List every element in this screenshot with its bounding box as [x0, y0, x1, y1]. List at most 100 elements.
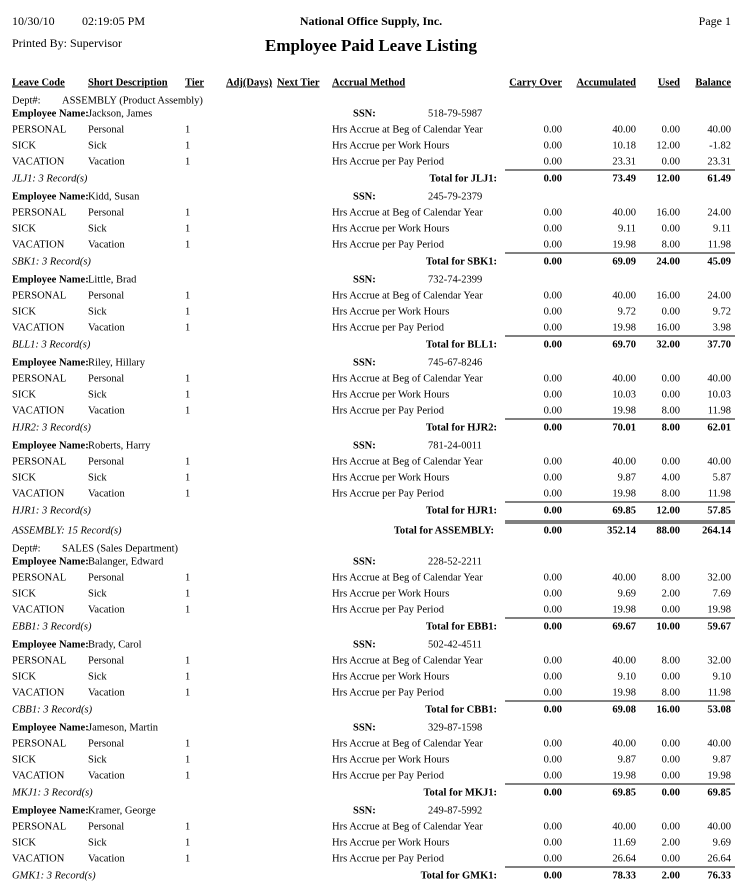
leave-cell: PERSONAL [12, 124, 66, 135]
ssn-label: SSN: [353, 357, 376, 368]
leave-cell: 0.00 [544, 853, 562, 864]
column-header: Accumulated [577, 77, 637, 88]
column-header: Used [658, 77, 680, 88]
ssn: 745-67-8246 [428, 357, 482, 368]
leave-cell: Sick [88, 306, 107, 317]
leave-cell: 0.00 [662, 456, 680, 467]
leave-cell: 9.87 [618, 754, 636, 765]
leave-cell: Vacation [88, 770, 125, 781]
printed-by: Printed By: Supervisor [12, 36, 122, 50]
leave-cell: 40.00 [707, 821, 731, 832]
leave-cell: 0.00 [662, 604, 680, 615]
records: JLJ1: 3 Record(s) [12, 173, 88, 184]
leave-cell: Sick [88, 223, 107, 234]
leave-cell: 0.00 [544, 156, 562, 167]
total-label: Total for GMK1: [421, 870, 497, 881]
leave-cell: 1 [185, 821, 190, 832]
leave-cell: Hrs Accrue at Beg of Calendar Year [332, 655, 483, 666]
employee-name: Kidd, Susan [88, 191, 140, 202]
employee-label: Employee Name: [12, 556, 89, 567]
leave-cell: Hrs Accrue per Work Hours [332, 223, 449, 234]
ssn-label: SSN: [353, 440, 376, 451]
leave-cell: PERSONAL [12, 373, 66, 384]
column-header: Next Tier [277, 77, 320, 88]
leave-cell: 40.00 [612, 456, 636, 467]
leave-cell: 10.18 [612, 140, 636, 151]
leave-cell: 1 [185, 572, 190, 583]
leave-cell: 1 [185, 239, 190, 250]
employee-label: Employee Name: [12, 274, 89, 285]
leave-cell: 0.00 [662, 156, 680, 167]
leave-cell: SICK [12, 588, 36, 599]
leave-cell: 40.00 [707, 124, 731, 135]
leave-cell: 1 [185, 290, 190, 301]
leave-cell: 8.00 [662, 405, 680, 416]
ssn: 249-87-5992 [428, 805, 482, 816]
leave-cell: Sick [88, 837, 107, 848]
leave-cell: PERSONAL [12, 572, 66, 583]
leave-cell: Hrs Accrue per Pay Period [332, 239, 445, 250]
total-value: 16.00 [656, 704, 680, 715]
leave-cell: Sick [88, 671, 107, 682]
leave-cell: 0.00 [544, 572, 562, 583]
total-value: 0.00 [544, 256, 562, 267]
employee-name: Jameson, Martin [88, 722, 159, 733]
leave-cell: Vacation [88, 853, 125, 864]
leave-cell: 8.00 [662, 488, 680, 499]
leave-cell: Hrs Accrue at Beg of Calendar Year [332, 821, 483, 832]
leave-cell: 40.00 [707, 738, 731, 749]
leave-cell: 0.00 [544, 604, 562, 615]
leave-cell: VACATION [12, 687, 65, 698]
total-label: Total for HJR1: [426, 505, 497, 516]
leave-cell: SICK [12, 754, 36, 765]
leave-cell: 1 [185, 687, 190, 698]
leave-cell: 16.00 [656, 207, 680, 218]
leave-cell: 16.00 [656, 322, 680, 333]
leave-cell: 1 [185, 306, 190, 317]
ssn: 732-74-2399 [428, 274, 482, 285]
dept-total-value: 352.14 [607, 525, 637, 536]
leave-cell: Sick [88, 754, 107, 765]
leave-cell: 1 [185, 223, 190, 234]
employee-label: Employee Name: [12, 722, 89, 733]
ssn: 329-87-1598 [428, 722, 482, 733]
total-value: 78.33 [612, 870, 636, 881]
leave-cell: Hrs Accrue per Pay Period [332, 604, 445, 615]
leave-cell: Vacation [88, 239, 125, 250]
time: 02:19:05 PM [82, 14, 145, 28]
total-label: Total for SBK1: [426, 256, 497, 267]
ssn: 781-24-0011 [428, 440, 482, 451]
ssn: 245-79-2379 [428, 191, 482, 202]
leave-cell: 8.00 [662, 572, 680, 583]
leave-cell: Hrs Accrue per Work Hours [332, 389, 449, 400]
leave-cell: 0.00 [662, 373, 680, 384]
leave-cell: 24.00 [707, 207, 731, 218]
total-label: Total for MKJ1: [424, 787, 498, 798]
total-value: 12.00 [656, 505, 680, 516]
leave-cell: 0.00 [662, 754, 680, 765]
total-value: 0.00 [544, 505, 562, 516]
leave-cell: Personal [88, 738, 124, 749]
leave-cell: Sick [88, 140, 107, 151]
leave-cell: VACATION [12, 156, 65, 167]
ssn-label: SSN: [353, 274, 376, 285]
leave-cell: Hrs Accrue at Beg of Calendar Year [332, 572, 483, 583]
leave-cell: 23.31 [707, 156, 731, 167]
total-value: 45.09 [707, 256, 731, 267]
leave-cell: 7.69 [713, 588, 731, 599]
leave-cell: 8.00 [662, 239, 680, 250]
leave-cell: 40.00 [612, 290, 636, 301]
records: CBB1: 3 Record(s) [12, 704, 93, 715]
leave-cell: Sick [88, 588, 107, 599]
total-label: Total for JLJ1: [429, 173, 497, 184]
leave-cell: SICK [12, 389, 36, 400]
leave-cell: 0.00 [662, 770, 680, 781]
leave-cell: 1 [185, 853, 190, 864]
leave-cell: Hrs Accrue per Work Hours [332, 754, 449, 765]
leave-cell: Hrs Accrue per Pay Period [332, 156, 445, 167]
leave-cell: 19.98 [612, 405, 636, 416]
leave-cell: 9.69 [713, 837, 731, 848]
leave-cell: PERSONAL [12, 655, 66, 666]
total-value: 0.00 [544, 339, 562, 350]
records: HJR2: 3 Record(s) [11, 422, 91, 433]
